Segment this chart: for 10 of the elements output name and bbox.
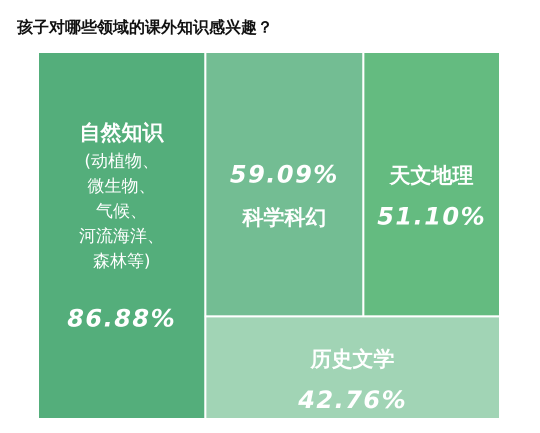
- text: (动植物、微生物、气候、河流海洋、森林等): [79, 152, 164, 272]
- text: 孩子对哪些领域的课外知识感兴趣？: [16, 18, 273, 36]
- data-label: 59.09%: [230, 160, 339, 189]
- data-label: 42.76%: [297, 386, 408, 414]
- data-label: 51.10%: [377, 202, 486, 231]
- category-label: 自然知识: [80, 120, 165, 144]
- category-label: 科学科幻: [241, 206, 326, 230]
- category-label: 历史文学: [310, 347, 395, 372]
- data-label: 86.88%: [67, 304, 176, 332]
- category-label: 天文地理: [388, 164, 474, 188]
